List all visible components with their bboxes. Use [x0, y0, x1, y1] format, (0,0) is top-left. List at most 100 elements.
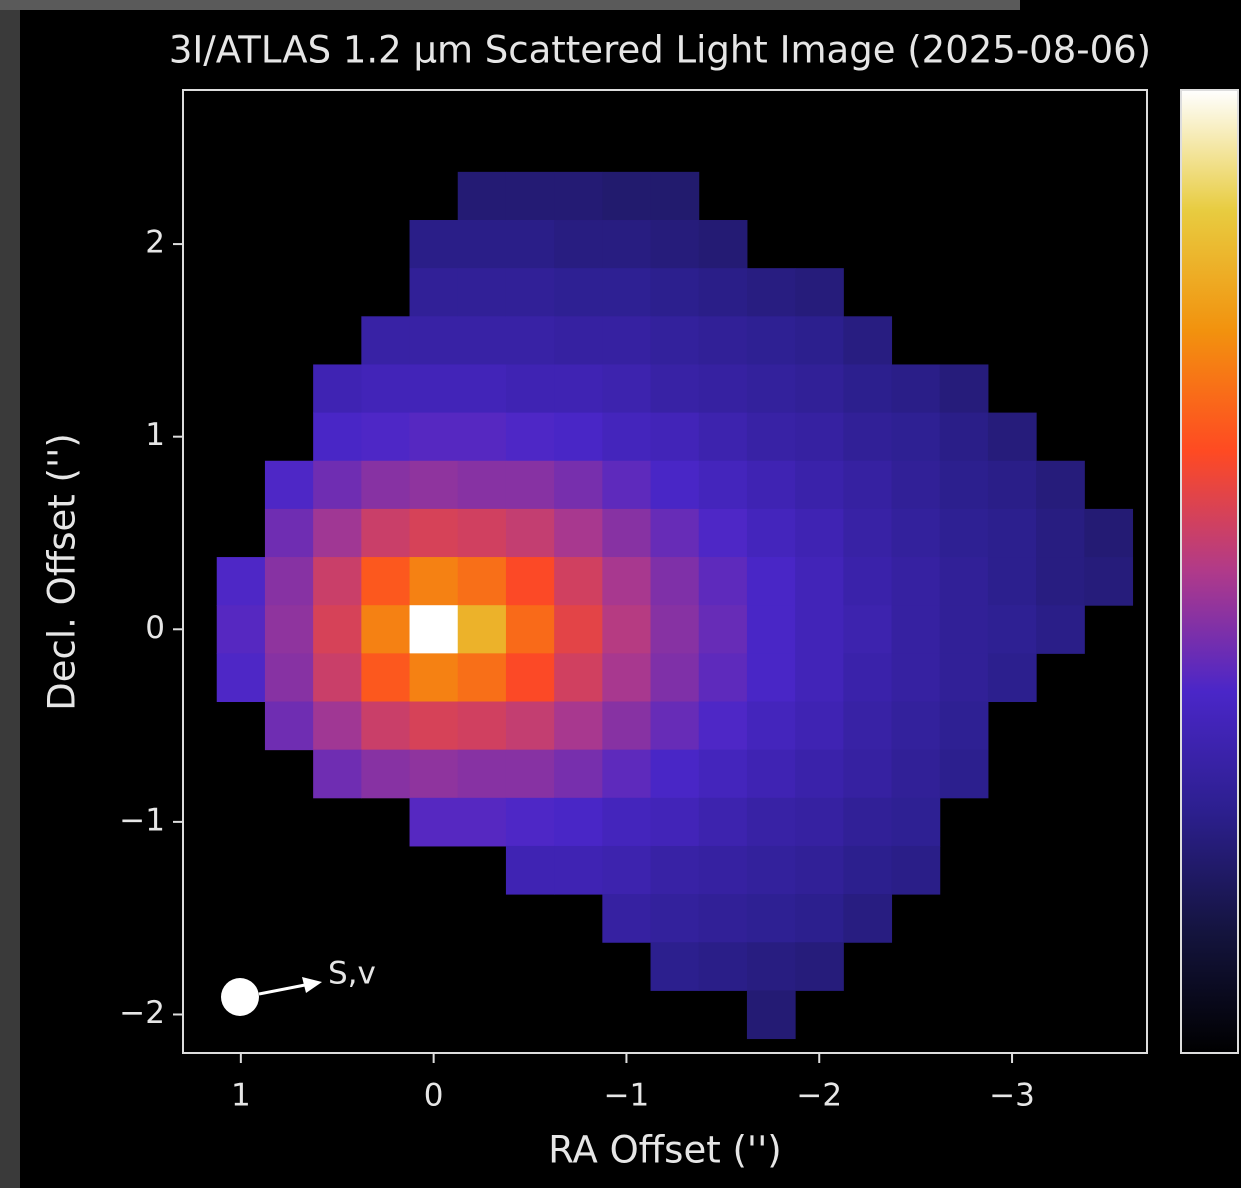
heatmap-cell [940, 605, 989, 654]
heatmap-cell [747, 413, 796, 462]
heatmap-cell [458, 268, 507, 317]
heatmap-cell [843, 364, 892, 413]
heatmap-cell [265, 509, 314, 558]
heatmap-cell [1084, 509, 1133, 558]
heatmap-cell [843, 894, 892, 943]
top-strip [0, 0, 1020, 10]
heatmap-cell [506, 461, 555, 510]
heatmap-cell [651, 702, 700, 751]
heatmap-cell [747, 605, 796, 654]
heatmap-cell [313, 653, 362, 702]
heatmap-cell [361, 461, 410, 510]
heatmap-cell [506, 653, 555, 702]
heatmap-cell [795, 750, 844, 799]
heatmap-cell [602, 268, 651, 317]
heatmap-cell [554, 798, 603, 847]
heatmap-cell [602, 413, 651, 462]
heatmap-cell [651, 605, 700, 654]
heatmap-cell [699, 557, 748, 606]
heatmap-cell [602, 750, 651, 799]
heatmap-cell [892, 557, 941, 606]
heatmap-cell [651, 364, 700, 413]
heatmap-cell [699, 605, 748, 654]
heatmap-cell [458, 557, 507, 606]
heatmap-cell [506, 220, 555, 269]
heatmap-cell [795, 268, 844, 317]
heatmap-cell [940, 461, 989, 510]
annotation-dot [221, 978, 259, 1016]
heatmap-cell [361, 653, 410, 702]
heatmap-cell [699, 942, 748, 991]
heatmap-cell [602, 220, 651, 269]
y-tick-label: 1 [145, 417, 165, 453]
heatmap-cell [410, 798, 459, 847]
heatmap-cell [265, 557, 314, 606]
heatmap-cell [747, 461, 796, 510]
heatmap-cell [554, 316, 603, 365]
heatmap-cell [217, 653, 266, 702]
heatmap-cell [843, 413, 892, 462]
heatmap-cell [843, 461, 892, 510]
heatmap-cell [458, 605, 507, 654]
heatmap-cell [554, 220, 603, 269]
heatmap-cell [795, 942, 844, 991]
heatmap-cell [602, 316, 651, 365]
heatmap-cell [699, 268, 748, 317]
heatmap-cell [699, 413, 748, 462]
heatmap-cell [699, 509, 748, 558]
heatmap-cell [554, 653, 603, 702]
heatmap-cell [651, 220, 700, 269]
heatmap-cell [699, 364, 748, 413]
heatmap-cell [892, 653, 941, 702]
heatmap-cell [313, 413, 362, 462]
heatmap-cell [361, 605, 410, 654]
heatmap-cell [747, 557, 796, 606]
heatmap-cell [361, 509, 410, 558]
heatmap-cell [1036, 461, 1085, 510]
heatmap-cell [217, 557, 266, 606]
heatmap-cell [940, 702, 989, 751]
heatmap-cell [458, 316, 507, 365]
heatmap-cell [361, 750, 410, 799]
heatmap-cell [843, 653, 892, 702]
heatmap-cell [602, 557, 651, 606]
y-tick-label: 0 [145, 610, 165, 646]
heatmap-cell [747, 268, 796, 317]
heatmap-cell [795, 653, 844, 702]
heatmap-cell [361, 316, 410, 365]
heatmap-cell [651, 172, 700, 221]
heatmap-cell [410, 653, 459, 702]
heatmap-cell [458, 702, 507, 751]
y-axis-label: Decl. Offset ('') [41, 433, 84, 711]
heatmap-cell [940, 653, 989, 702]
heatmap-cell [458, 750, 507, 799]
x-axis-label: RA Offset ('') [548, 1129, 781, 1172]
heatmap-cell [506, 605, 555, 654]
heatmap-cell [410, 557, 459, 606]
heatmap-cell [554, 364, 603, 413]
heatmap-cell [940, 509, 989, 558]
heatmap-cell [361, 557, 410, 606]
chart: 10−1−2−3−2−1012 3I/ATLAS 1.2 μm Scattere… [0, 0, 1241, 1188]
heatmap-cell [651, 557, 700, 606]
heatmap-cell [410, 750, 459, 799]
heatmap-cell [602, 364, 651, 413]
heatmap-cell [554, 702, 603, 751]
heatmap-cell [651, 461, 700, 510]
heatmap-cell [651, 653, 700, 702]
heatmap-cell [892, 605, 941, 654]
heatmap-cell [699, 846, 748, 895]
heatmap-cell [795, 702, 844, 751]
heatmap-cell [892, 798, 941, 847]
heatmap-cell [602, 798, 651, 847]
colorbar [1181, 90, 1238, 1053]
heatmap-cell [699, 461, 748, 510]
heatmap-cell [940, 557, 989, 606]
heatmap-cell [747, 653, 796, 702]
heatmap-cell [313, 557, 362, 606]
heatmap-cell [795, 557, 844, 606]
heatmap-cell [795, 461, 844, 510]
heatmap-cell [506, 750, 555, 799]
heatmap-cell [458, 509, 507, 558]
heatmap-cell [843, 798, 892, 847]
